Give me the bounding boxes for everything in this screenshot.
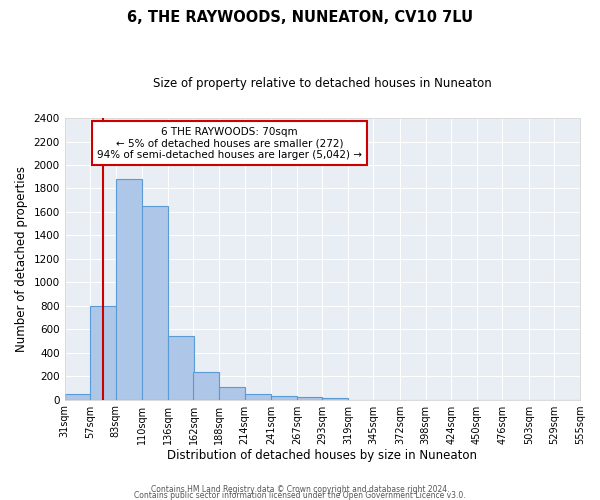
Bar [297,397,322,400]
Text: 6 THE RAYWOODS: 70sqm
← 5% of detached houses are smaller (272)
94% of semi-deta: 6 THE RAYWOODS: 70sqm ← 5% of detached h… [97,126,362,160]
Text: Contains public sector information licensed under the Open Government Licence v3: Contains public sector information licen… [134,490,466,500]
Bar [322,398,348,400]
Bar [168,336,193,400]
Text: 6, THE RAYWOODS, NUNEATON, CV10 7LU: 6, THE RAYWOODS, NUNEATON, CV10 7LU [127,10,473,25]
Bar [65,394,90,400]
Bar [116,179,142,400]
Bar [219,388,245,400]
Bar [90,306,116,400]
Bar [142,206,168,400]
Bar [245,394,271,400]
Bar [271,396,297,400]
Text: Contains HM Land Registry data © Crown copyright and database right 2024.: Contains HM Land Registry data © Crown c… [151,484,449,494]
Bar [193,372,219,400]
Y-axis label: Number of detached properties: Number of detached properties [15,166,28,352]
X-axis label: Distribution of detached houses by size in Nuneaton: Distribution of detached houses by size … [167,450,478,462]
Title: Size of property relative to detached houses in Nuneaton: Size of property relative to detached ho… [153,78,492,90]
